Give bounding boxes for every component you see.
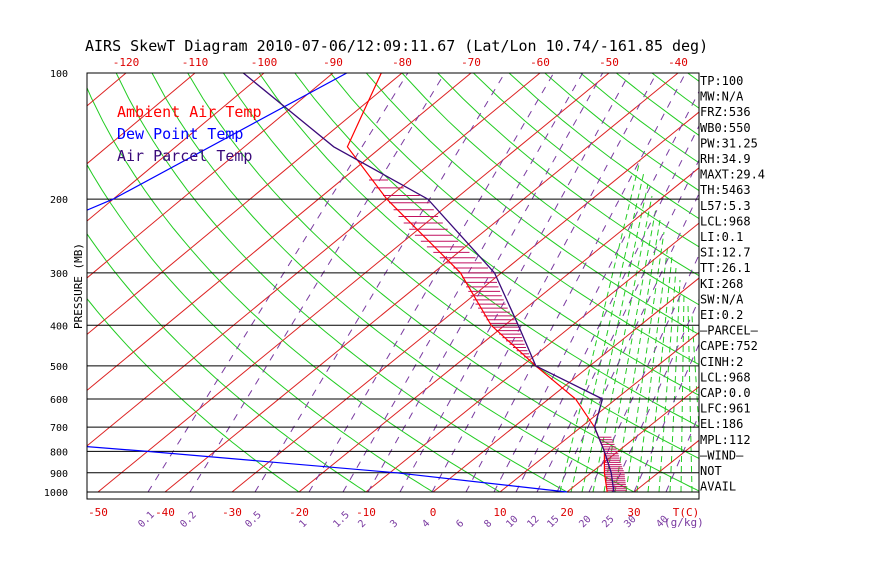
index-label: MAXT:29.4: [700, 168, 765, 182]
mixing-ratio-label: 25: [600, 514, 616, 530]
mixing-ratio-label: 0.1: [136, 510, 157, 531]
chart-title: AIRS SkewT Diagram 2010-07-06/12:09:11.6…: [85, 37, 708, 55]
y-axis-label: PRESSURE (MB): [72, 243, 85, 329]
index-label: RH:34.9: [700, 152, 751, 166]
index-label: MPL:112: [700, 433, 751, 447]
index-label: LI:0.1: [700, 230, 743, 244]
top-temp-tick-label: -60: [530, 56, 550, 69]
index-label: KI:268: [700, 277, 743, 291]
isotherm: [0, 73, 57, 492]
index-label: LFC:961: [700, 402, 751, 416]
pressure-tick-label: 400: [50, 321, 68, 332]
index-label: PW:31.25: [700, 136, 758, 150]
dry-adiabat: [831, 73, 870, 492]
mixing-ratio-label: 4: [420, 518, 432, 530]
mixing-ratio-label: 1: [297, 518, 309, 530]
index-label: CAPE:752: [700, 339, 758, 353]
index-label: EI:0.2: [700, 308, 743, 322]
index-label: CAP:0.0: [700, 386, 751, 400]
pressure-tick-label: 700: [50, 423, 68, 434]
index-label: LCL:968: [700, 370, 751, 384]
bottom-temp-tick-label: 0: [430, 506, 437, 519]
top-temp-tick-label: -50: [599, 56, 619, 69]
index-label: TT:26.1: [700, 261, 751, 275]
mixing-ratio-label: 10: [504, 514, 520, 530]
index-label: —PARCEL—: [700, 324, 759, 338]
pressure-tick-label: 300: [50, 269, 68, 280]
pressure-tick-label: 900: [50, 469, 68, 480]
index-label: EL:186: [700, 417, 743, 431]
bottom-temp-tick-label: -30: [222, 506, 242, 519]
dry-adiabat: [759, 73, 870, 492]
legend-entry: Air Parcel Temp: [117, 147, 252, 165]
mixing-ratio-label: 8: [482, 518, 494, 530]
index-label: —WIND—: [700, 448, 744, 462]
index-label: NOT: [700, 464, 722, 478]
index-label: SW:N/A: [700, 292, 744, 306]
index-label: WB0:550: [700, 121, 751, 135]
index-label: CINH:2: [700, 355, 743, 369]
pressure-tick-label: 800: [50, 447, 68, 458]
top-temp-tick-label: -100: [251, 56, 278, 69]
index-label: MW:N/A: [700, 90, 744, 104]
index-label: TH:5463: [700, 183, 751, 197]
top-temp-tick-label: -80: [392, 56, 412, 69]
top-temp-tick-label: -110: [182, 56, 209, 69]
bottom-temp-tick-label: -50: [88, 506, 108, 519]
mixing-ratio-label: 20: [577, 514, 593, 530]
top-temp-tick-label: -90: [323, 56, 343, 69]
legend-entry: Ambient Air Temp: [117, 103, 262, 121]
mixing-ratio-label: 0.5: [243, 510, 264, 531]
pressure-tick-label: 500: [50, 362, 68, 373]
index-label: SI:12.7: [700, 246, 751, 260]
bottom-temp-tick-label: 20: [560, 506, 573, 519]
top-temp-tick-label: -120: [113, 56, 140, 69]
dry-adiabat: [866, 73, 870, 492]
pressure-tick-label: 100: [50, 69, 68, 80]
index-label: L57:5.3: [700, 199, 751, 213]
dry-adiabat: [795, 73, 870, 492]
index-label: LCL:968: [700, 214, 751, 228]
mixing-ratio-label: 6: [454, 518, 466, 530]
top-temp-tick-label: -70: [461, 56, 481, 69]
bottom-temp-tick-label: -20: [289, 506, 309, 519]
pressure-tick-label: 600: [50, 395, 68, 406]
top-temp-tick-label: -40: [668, 56, 688, 69]
mixing-ratio-label: 12: [525, 514, 541, 530]
bottom-temp-tick-label: -40: [155, 506, 175, 519]
index-label: FRZ:536: [700, 105, 751, 119]
index-label: AVAIL: [700, 480, 736, 494]
pressure-tick-label: 200: [50, 195, 68, 206]
pressure-tick-label: 1000: [44, 488, 68, 499]
bottom-temp-tick-label: -10: [356, 506, 376, 519]
mixing-ratio-label: 3: [388, 518, 400, 530]
legend-entry: Dew Point Temp: [117, 125, 243, 143]
mixing-ratio-label: 2: [356, 518, 368, 530]
index-label: TP:100: [700, 74, 743, 88]
mixing-ratio-label: 0.2: [178, 510, 199, 531]
bottom-temp-tick-label: 10: [493, 506, 506, 519]
mixing-ratio-unit: (g/kg): [664, 516, 704, 529]
mixing-ratio-label: 1.5: [331, 510, 352, 531]
mixing-ratio-label: 15: [545, 514, 561, 530]
